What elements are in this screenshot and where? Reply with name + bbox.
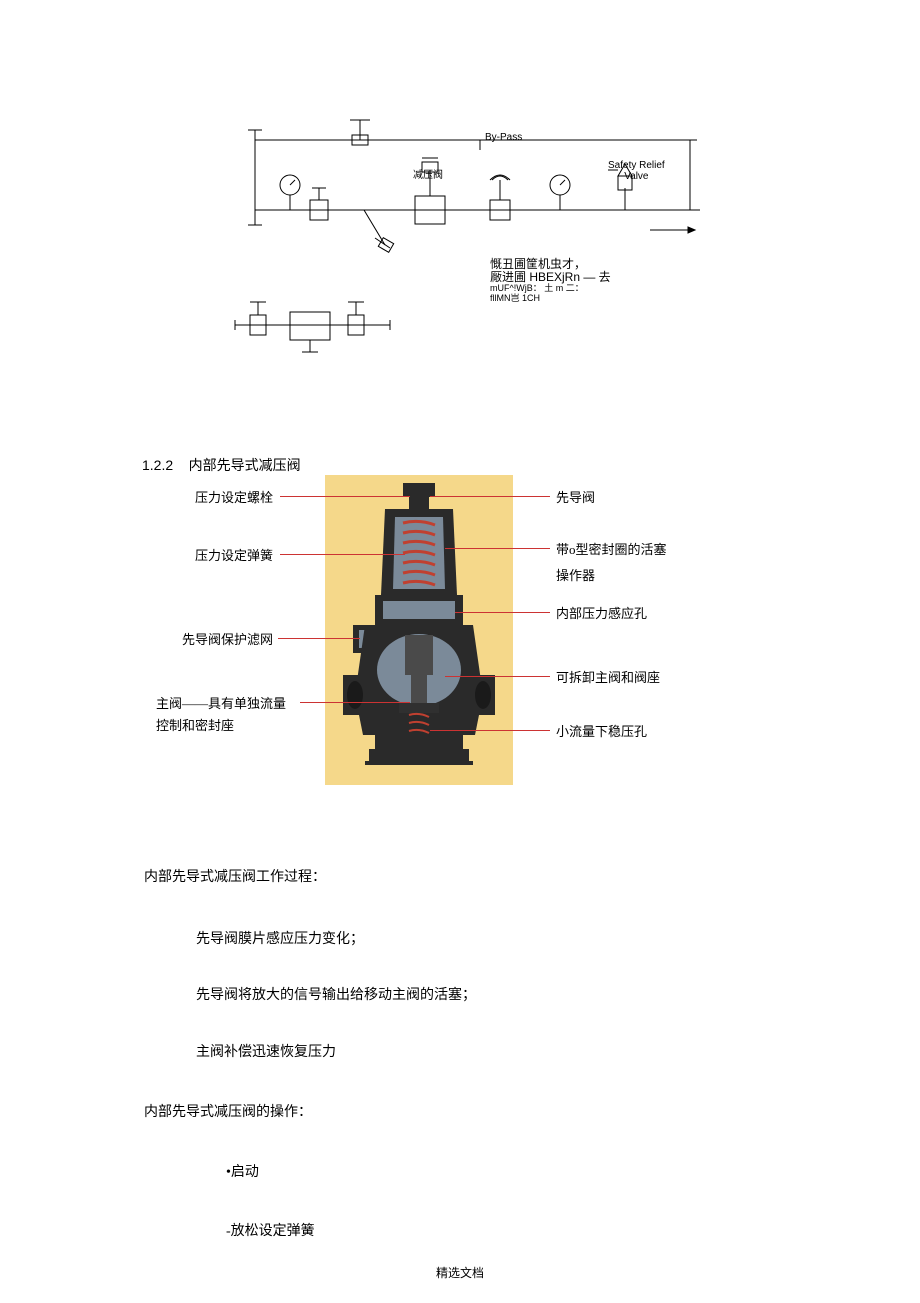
leader-r2 [445, 548, 550, 549]
label-removable-seat: 可拆卸主阀和阀座 [556, 668, 660, 689]
leader-l1 [280, 496, 410, 497]
safety-valve-label: Safety Relief Valve [608, 160, 665, 182]
leader-r5 [430, 730, 550, 731]
piping-lower-diagram [230, 290, 430, 360]
para-operation-heading: 内部先导式减压阀的操作： [144, 1101, 312, 1121]
label-piston-b: 操作器 [556, 566, 595, 587]
label-pressure-set-bolt: 压力设定螺栓 [195, 488, 273, 509]
prv-label: 减压阀 [413, 166, 443, 181]
label-pilot-strainer: 先导阀保护滤网 [182, 630, 273, 651]
leader-l3 [278, 638, 360, 639]
piping-diagram: By-Pass 减压阀 Safety Relief Valve [230, 100, 710, 260]
bypass-label: By-Pass [485, 132, 522, 143]
para-step-1: 先导阀膜片感应压力变化； [196, 928, 364, 948]
label-pilot-valve: 先导阀 [556, 488, 595, 509]
valve-svg [325, 475, 513, 785]
para-loosen-spring: -放松设定弹簧 [226, 1220, 315, 1240]
label-lowflow-stabilize: 小流量下稳压孔 [556, 722, 647, 743]
ocr-garble-text: 慨丑圃筐机虫才， 厰进圃 HBEXjRn — 去 mUF^!WjB： 土 m 二… [490, 258, 611, 304]
leader-r4 [445, 676, 550, 677]
page-root: By-Pass 减压阀 Safety Relief Valve [0, 0, 920, 1303]
section-heading: 1.2.2 内部先导式减压阀 [142, 455, 301, 475]
page-footer: 精选文档 [0, 1264, 920, 1281]
para-startup: •启动 [226, 1161, 259, 1181]
para-process-heading: 内部先导式减压阀工作过程： [144, 866, 326, 886]
label-piston-a: 带o型密封圈的活塞 [556, 540, 667, 561]
label-internal-sense-hole: 内部压力感应孔 [556, 604, 647, 625]
leader-l2 [280, 554, 405, 555]
section-number: 1.2.2 [142, 457, 173, 473]
piping-lower-svg [230, 290, 430, 360]
label-main-valve-a: 主阀——具有单独流量 [156, 694, 286, 715]
leader-r3 [455, 612, 550, 613]
section-title: 内部先导式减压阀 [189, 459, 301, 474]
ocr-line-3b: fllMN岂 1CH [490, 294, 611, 304]
label-pressure-set-spring: 压力设定弹簧 [195, 546, 273, 567]
valve-cutaway-diagram [325, 475, 513, 785]
leader-l4 [300, 702, 410, 703]
para-step-3: 主阀补偿迅速恢复压力 [196, 1041, 336, 1061]
label-main-valve-b: 控制和密封座 [156, 716, 234, 737]
leader-r1 [430, 496, 550, 497]
para-step-2: 先导阀将放大的信号输出给移动主阀的活塞； [196, 984, 476, 1004]
